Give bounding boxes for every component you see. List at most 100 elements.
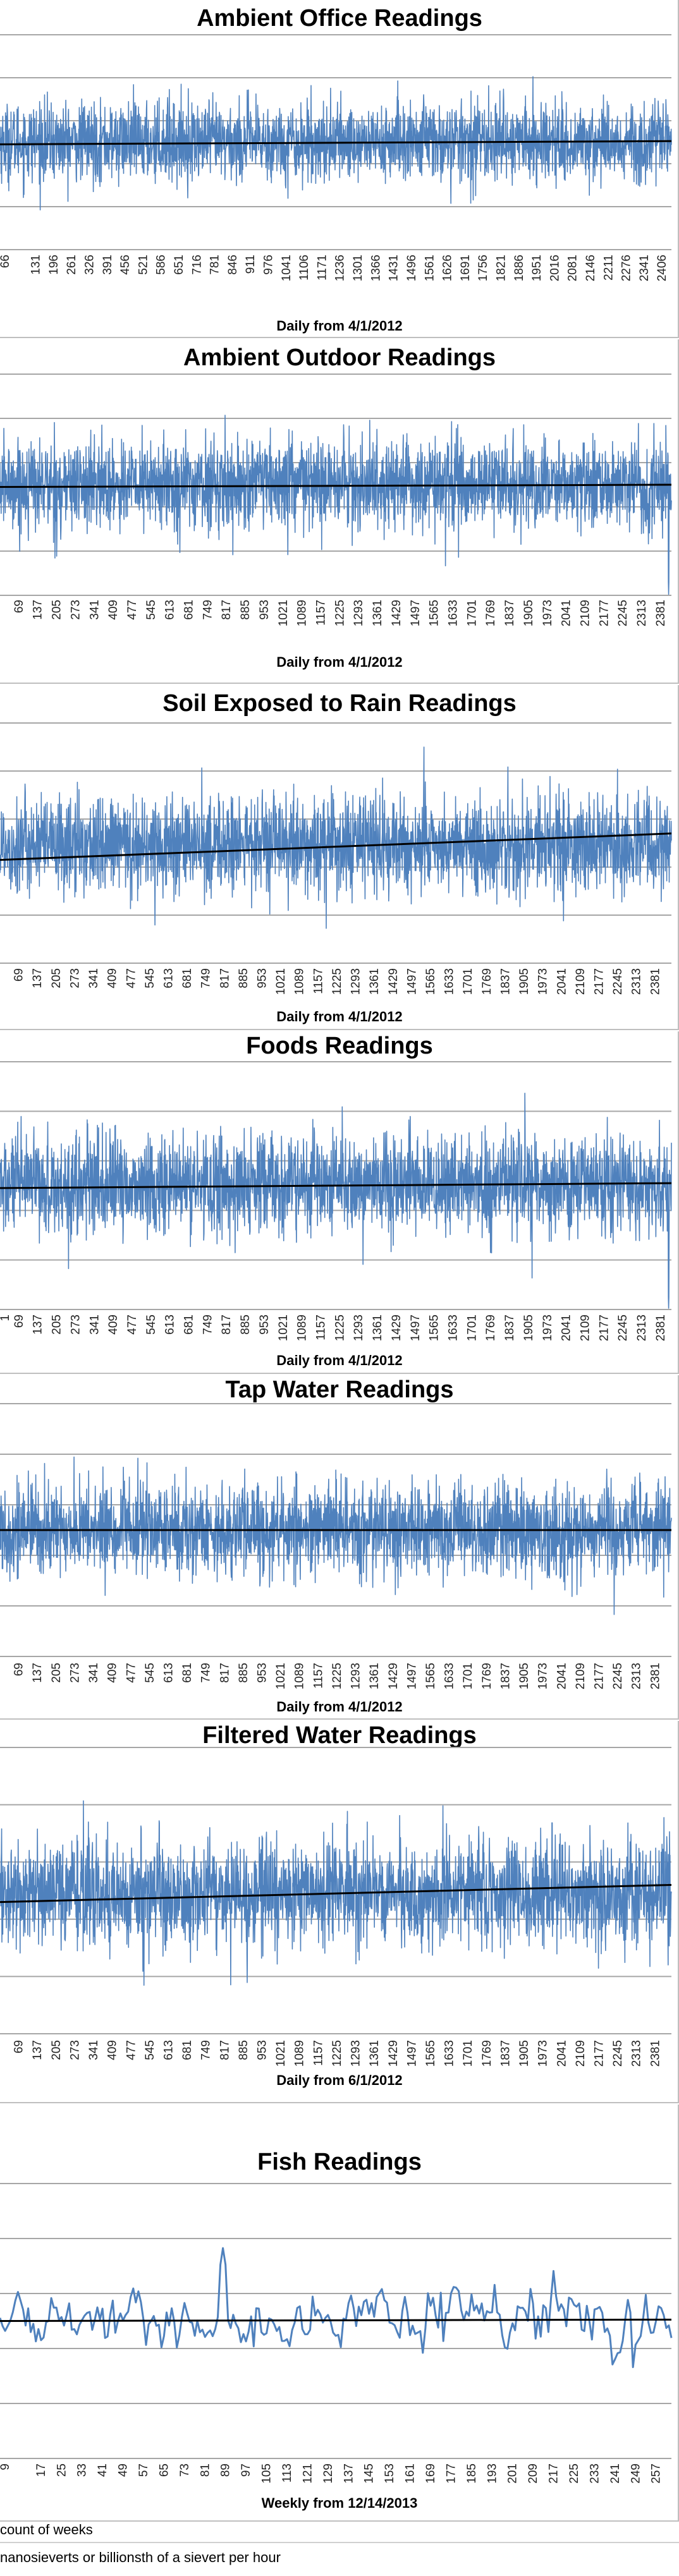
x-tick-label: 1157 — [312, 2040, 325, 2066]
x-tick-label: 66 — [0, 255, 12, 268]
x-tick-label: 17 — [35, 2464, 48, 2477]
x-tick-label: 613 — [164, 1315, 177, 1335]
x-tick-label: 1429 — [387, 1663, 400, 1689]
x-tick-label: 137 — [31, 968, 44, 988]
x-tick-label: 976 — [262, 255, 276, 275]
x-tick-label: 1225 — [333, 600, 346, 626]
x-tick-label: 1905 — [518, 1663, 531, 1689]
x-tick-label: 716 — [190, 255, 204, 275]
x-tick-label: 2177 — [593, 968, 606, 995]
line-chart-svg: 69 137 205 273 341 409 477 545 613 681 749 817 885 95… — [0, 1747, 672, 2067]
x-tick-label: 2041 — [555, 1663, 568, 1689]
x-axis-label: Daily from 4/1/2012 — [276, 318, 403, 334]
x-tick-label: 477 — [125, 1663, 138, 1683]
x-tick-label: 1 — [0, 1315, 12, 1321]
chart-title: Ambient Outdoor Readings — [183, 344, 496, 371]
x-tick-label: 2381 — [649, 2040, 662, 2067]
x-tick-label: 817 — [218, 968, 231, 988]
x-tick-label: 817 — [218, 2040, 231, 2060]
x-tick-label: 273 — [69, 1315, 82, 1335]
x-tick-label: 41 — [96, 2464, 109, 2477]
line-chart-svg: 69 137 205 273 341 409 477 545 613 681 749 817 885 95… — [0, 722, 672, 995]
x-tick-label: 1089 — [293, 968, 307, 995]
x-tick-label: 681 — [181, 2040, 194, 2060]
line-chart-svg: 66 131 196 261 326 391 456 521 586 651 716 781 846 91… — [0, 34, 672, 281]
panel-border — [0, 685, 679, 1030]
line-chart-svg: 1 69 137 205 273 341 409 477 545 613 681 749 817 885 9… — [0, 1061, 672, 1341]
chart-panel-foods: Foods Readings 1 69 137 205 273 341 409 477 545 6… — [0, 1031, 679, 1374]
x-tick-label: 409 — [106, 1663, 119, 1683]
x-tick-label: 65 — [157, 2464, 171, 2477]
series-line — [0, 76, 672, 210]
chart-title: Tap Water Readings — [225, 1376, 454, 1403]
x-axis-label: Daily from 4/1/2012 — [276, 1699, 403, 1715]
x-tick-label: 1041 — [280, 255, 293, 281]
x-axis-ticks: 69 137 205 273 341 409 477 545 613 681 749 817 885 95… — [13, 2040, 663, 2067]
x-tick-label: 1701 — [462, 968, 475, 995]
x-tick-label: 1561 — [423, 255, 436, 281]
x-tick-label: 613 — [162, 1663, 176, 1683]
x-axis-ticks: 69 137 205 273 341 409 477 545 613 681 749 817 885 95… — [13, 968, 663, 995]
x-tick-label: 1701 — [462, 2040, 475, 2067]
x-tick-label: 613 — [162, 968, 176, 988]
x-tick-label: 1626 — [441, 255, 455, 281]
x-tick-label: 1021 — [277, 1315, 290, 1341]
x-tick-label: 1361 — [371, 600, 384, 626]
gridlines — [0, 1747, 671, 2034]
x-tick-label: 1565 — [428, 600, 441, 626]
x-tick-label: 137 — [31, 2040, 44, 2060]
chart-panel-ambient-outdoor: Ambient Outdoor Readings 69 137 205 273 341 4… — [0, 339, 679, 684]
x-tick-label: 205 — [50, 968, 63, 988]
x-tick-label: 1565 — [428, 1315, 441, 1341]
x-tick-label: 1225 — [333, 1315, 346, 1341]
x-tick-label: 326 — [83, 255, 97, 275]
x-tick-label: 681 — [183, 1315, 196, 1335]
x-tick-label: 545 — [145, 1315, 158, 1335]
x-tick-label: 1837 — [503, 600, 517, 626]
x-tick-label: 69 — [13, 600, 26, 613]
x-tick-label: 341 — [88, 600, 101, 620]
x-tick-label: 586 — [155, 255, 168, 275]
x-tick-label: 1089 — [293, 1663, 307, 1689]
x-tick-label: 2381 — [654, 1315, 668, 1341]
x-tick-label: 217 — [547, 2464, 561, 2484]
chart-panel-filtered-water: Filtered Water Readings 69 137 205 273 341 40… — [0, 1721, 679, 2103]
x-tick-label: 456 — [119, 255, 132, 275]
chart-title: Soil Exposed to Rain Readings — [162, 690, 517, 717]
x-tick-label: 169 — [424, 2464, 437, 2484]
x-tick-label: 1633 — [443, 2040, 456, 2067]
x-tick-label: 1497 — [409, 1315, 422, 1341]
x-tick-label: 1157 — [312, 1663, 325, 1689]
x-tick-label: 1905 — [518, 2040, 531, 2067]
x-tick-label: 1225 — [331, 968, 344, 995]
x-tick-label: 261 — [65, 255, 78, 275]
chart-panel-fish: Fish Readings 9 17 25 33 41 49 57 65 73 81 89 97 105… — [0, 2105, 679, 2522]
x-tick-label: 69 — [13, 968, 26, 981]
x-tick-label: 749 — [201, 1315, 214, 1335]
footnote-units: nanosieverts or billionsth of a sievert … — [0, 2549, 281, 2565]
x-tick-label: 953 — [258, 1315, 271, 1335]
x-tick-label: 2146 — [584, 255, 597, 281]
trend-line — [0, 140, 672, 145]
x-tick-label: 885 — [239, 600, 252, 620]
x-tick-label: 1293 — [350, 1663, 363, 1689]
x-tick-label: 153 — [383, 2464, 396, 2484]
x-tick-label: 1089 — [293, 2040, 307, 2067]
x-tick-label: 1691 — [459, 255, 472, 281]
x-tick-label: 1973 — [537, 2040, 550, 2067]
x-tick-label: 1157 — [312, 968, 325, 994]
panel-border — [0, 339, 679, 684]
x-tick-label: 1021 — [274, 968, 288, 995]
x-tick-label: 1496 — [405, 255, 419, 281]
x-tick-label: 2381 — [654, 600, 668, 626]
line-chart-svg: 69 137 205 273 341 409 477 545 613 681 749 817 885 95… — [0, 1403, 672, 1689]
x-tick-label: 193 — [486, 2464, 499, 2484]
x-tick-label: 1497 — [405, 968, 419, 995]
x-tick-label: 2245 — [611, 2040, 625, 2067]
line-chart-svg: 9 17 25 33 41 49 57 65 73 81 89 97 105 113 121 129 137 14… — [0, 2183, 673, 2484]
x-tick-label: 137 — [32, 1315, 45, 1335]
x-tick-label: 1293 — [350, 2040, 363, 2067]
x-tick-label: 161 — [404, 2464, 417, 2484]
x-tick-label: 1361 — [368, 968, 381, 995]
x-tick-label: 1905 — [522, 600, 535, 626]
